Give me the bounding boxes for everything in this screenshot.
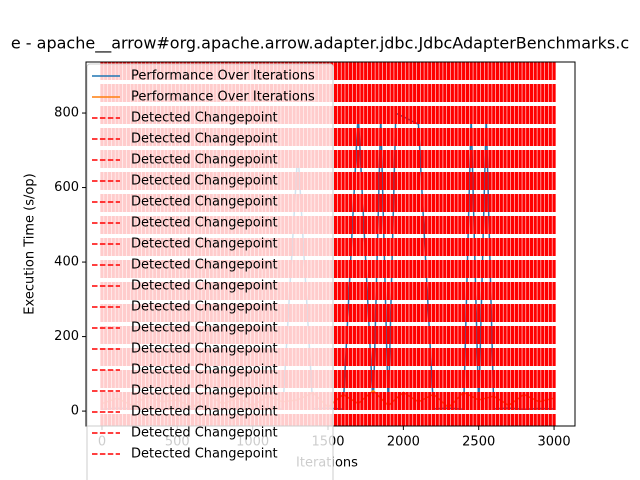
legend-label: Detected Changepoint — [131, 237, 278, 252]
legend-label: Detected Changepoint — [131, 405, 278, 420]
y-tick-label: 200 — [54, 329, 79, 344]
legend-label: Detected Changepoint — [131, 342, 278, 357]
legend-label: Detected Changepoint — [131, 300, 278, 315]
legend-label: Detected Changepoint — [131, 216, 278, 231]
legend-box — [86, 63, 334, 480]
legend-label: Detected Changepoint — [131, 384, 278, 399]
y-tick-label: 400 — [54, 255, 79, 270]
legend-label: Detected Changepoint — [131, 321, 278, 336]
legend-label: Detected Changepoint — [131, 279, 278, 294]
legend-label: Detected Changepoint — [131, 174, 278, 189]
legend-label: Detected Changepoint — [131, 153, 278, 168]
y-tick-label: 800 — [54, 106, 79, 121]
legend-label: Detected Changepoint — [131, 195, 278, 210]
legend-label: Detected Changepoint — [131, 363, 278, 378]
y-axis-label: Execution Time (s/op) — [23, 173, 38, 314]
legend-label: Detected Changepoint — [131, 258, 278, 273]
legend-label: Performance Over Iterations — [131, 90, 315, 105]
legend-label: Detected Changepoint — [131, 447, 278, 462]
legend-label: Detected Changepoint — [131, 426, 278, 441]
legend: Performance Over Iterations Performance O… — [86, 63, 334, 480]
x-tick-label: 3000 — [538, 435, 571, 450]
chart-title: e - apache__arrow#org.apache.arrow.adapt… — [11, 34, 629, 54]
y-tick-label: 600 — [54, 180, 79, 195]
legend-label: Detected Changepoint — [131, 111, 278, 126]
y-tick-label: 0 — [71, 404, 79, 419]
x-tick-label: 2000 — [387, 435, 420, 450]
legend-label: Performance Over Iterations — [131, 69, 315, 84]
legend-label: Detected Changepoint — [131, 132, 278, 147]
x-tick-label: 2500 — [462, 435, 495, 450]
